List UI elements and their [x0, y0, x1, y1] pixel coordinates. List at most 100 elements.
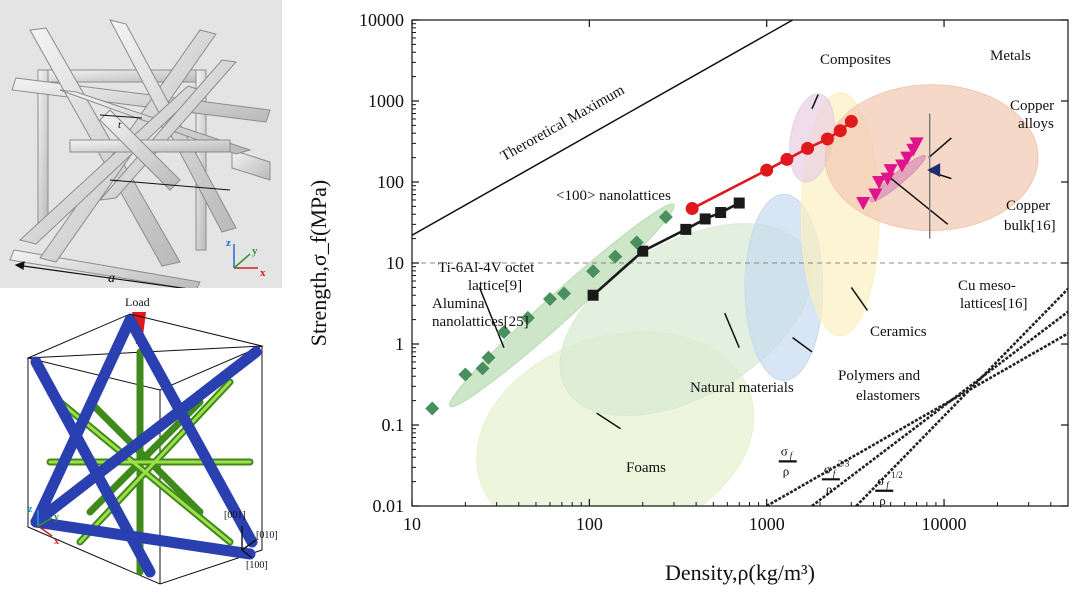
direction-001: [001]: [224, 510, 246, 521]
series-2-point-7: [557, 286, 572, 301]
series-0-point-5: [833, 124, 847, 138]
leader-copper-alloys: [928, 137, 952, 159]
series-2-point-4: [496, 325, 511, 340]
label-alumina-2: nanolattices[25]: [432, 314, 529, 330]
y-tick-label-10000: 10000: [359, 10, 404, 30]
theoretical-maximum-label: Theroretical Maximum: [498, 82, 628, 165]
series-2-point-11: [658, 209, 673, 224]
guide-label-sup-sigma23-over-rho: 2/3: [838, 458, 850, 468]
guide-lines: [766, 287, 1068, 506]
series-0-point-1: [760, 163, 774, 177]
guide-line-sigma23-over-rho: [811, 310, 1068, 506]
series-3-point-2: [872, 176, 887, 189]
axis-x-label-top: x: [260, 267, 266, 279]
region-cu-meso: [870, 154, 926, 203]
series-2-point-2: [475, 361, 490, 376]
guide-label-sigma-sigma23-over-rho: σ: [824, 461, 831, 476]
direction-triad: [241, 526, 257, 559]
label-foams: Foams: [626, 460, 666, 476]
guide-label-sub-sigma23-over-rho: f: [833, 468, 837, 478]
axis-triad-bottom: [37, 510, 53, 537]
series-3-point-5: [895, 159, 910, 173]
strut-thickness-label: t: [118, 119, 122, 131]
guide-label-rho-sigma23-over-rho: ρ: [826, 481, 833, 496]
series-0-point-3: [801, 141, 815, 155]
unit-cell-render: a t z y x: [9, 19, 271, 291]
edge-length-label: a: [108, 271, 115, 286]
leader-ceramics: [850, 286, 869, 311]
label-natural: Natural materials: [690, 380, 794, 396]
series-0-point-4: [820, 132, 834, 146]
series-2-point-9: [608, 249, 623, 264]
series-3-point-6: [900, 151, 915, 165]
guide-label-sup-sigma12-over-rho: 1/2: [891, 470, 903, 480]
unit-cell-struts: [9, 19, 271, 291]
series-1-point-0: [587, 289, 599, 301]
series-2-point-3: [481, 350, 496, 365]
guide-label-rho-sigma-over-rho: ρ: [783, 463, 790, 478]
x-tick-label-1000: 1000: [749, 514, 785, 534]
y-tick-label-0.01: 0.01: [373, 496, 405, 516]
axis-z-label-bottom: z: [28, 504, 33, 515]
leader-polymers: [792, 336, 813, 353]
y-tick-label-10: 10: [386, 253, 404, 273]
unit-cell-render-panel: a t z y x: [0, 0, 282, 291]
x-axis-label: Density,ρ(kg/m³): [665, 560, 815, 585]
series-3-point-8: [909, 137, 924, 151]
y-tick-label-100: 100: [377, 172, 404, 192]
y-tick-label-1: 1: [395, 334, 404, 354]
guide-label-rho-sigma12-over-rho: ρ: [879, 493, 886, 508]
x-tick-label-10000: 10000: [922, 514, 967, 534]
dimension-t: [99, 114, 231, 191]
x-tick-label-10: 10: [403, 514, 421, 534]
load-label: Load: [125, 295, 150, 309]
guide-line-sigma12-over-rho: [855, 287, 1068, 506]
label-cu-meso-1: Cu meso-: [958, 278, 1016, 294]
guide-line-sigma-over-rho: [766, 332, 1068, 506]
label-alumina-1: Alumina: [432, 296, 485, 312]
axis-x-label-bottom: x: [54, 536, 59, 547]
series-1-point-1: [637, 245, 649, 257]
guide-label-sub-sigma-over-rho: f: [790, 450, 794, 460]
axis-y-label-top: y: [252, 245, 258, 257]
label-ti-2: lattice[9]: [468, 278, 522, 294]
leader-natural: [724, 312, 740, 348]
label-copper-bulk-2: bulk[16]: [1004, 218, 1056, 234]
data-series: [425, 114, 941, 416]
series-3-point-1: [868, 188, 883, 202]
loaded-lattice-panel: Load: [0, 292, 282, 592]
label-composites: Composites: [820, 52, 891, 68]
axis-y-label-bottom: y: [54, 512, 59, 523]
material-regions: [448, 84, 1039, 506]
label-metals: Metals: [990, 48, 1031, 64]
series-0-point-0: [685, 202, 699, 216]
green-struts-highlight: [48, 380, 252, 544]
series-2-point-1: [458, 367, 473, 382]
series-4-point-0: [927, 163, 941, 178]
loaded-lattice-render: Load: [26, 295, 278, 585]
series-1-point-3: [699, 213, 711, 225]
leader-composites: [811, 94, 819, 110]
label-polymers-2: elastomers: [856, 388, 920, 404]
series-2-point-10: [629, 235, 644, 250]
direction-010: [010]: [256, 530, 278, 541]
label-copper-alloys-2: alloys: [1018, 116, 1054, 132]
leader-cu-meso: [887, 175, 949, 225]
guide-label-sigma-sigma12-over-rho: σ: [877, 473, 884, 488]
theoretical-max-layer: [412, 20, 793, 236]
theoretical-maximum-line: [412, 20, 793, 236]
leader-alumina: [478, 287, 505, 348]
axis-triad-top: [233, 244, 258, 269]
label-nanolattices: <100> nanolattices: [556, 188, 671, 204]
series-0-point-2: [780, 152, 794, 166]
annotation-leaders: [478, 94, 952, 430]
dimension-a: [14, 261, 197, 291]
series-1-point-5: [733, 197, 745, 209]
series-2-point-8: [586, 264, 601, 279]
axis-z-label-top: z: [226, 237, 231, 249]
series-1-point-2: [680, 223, 692, 235]
label-polymers-1: Polymers and: [838, 368, 921, 384]
label-copper-alloys-1: Copper: [1010, 98, 1054, 114]
